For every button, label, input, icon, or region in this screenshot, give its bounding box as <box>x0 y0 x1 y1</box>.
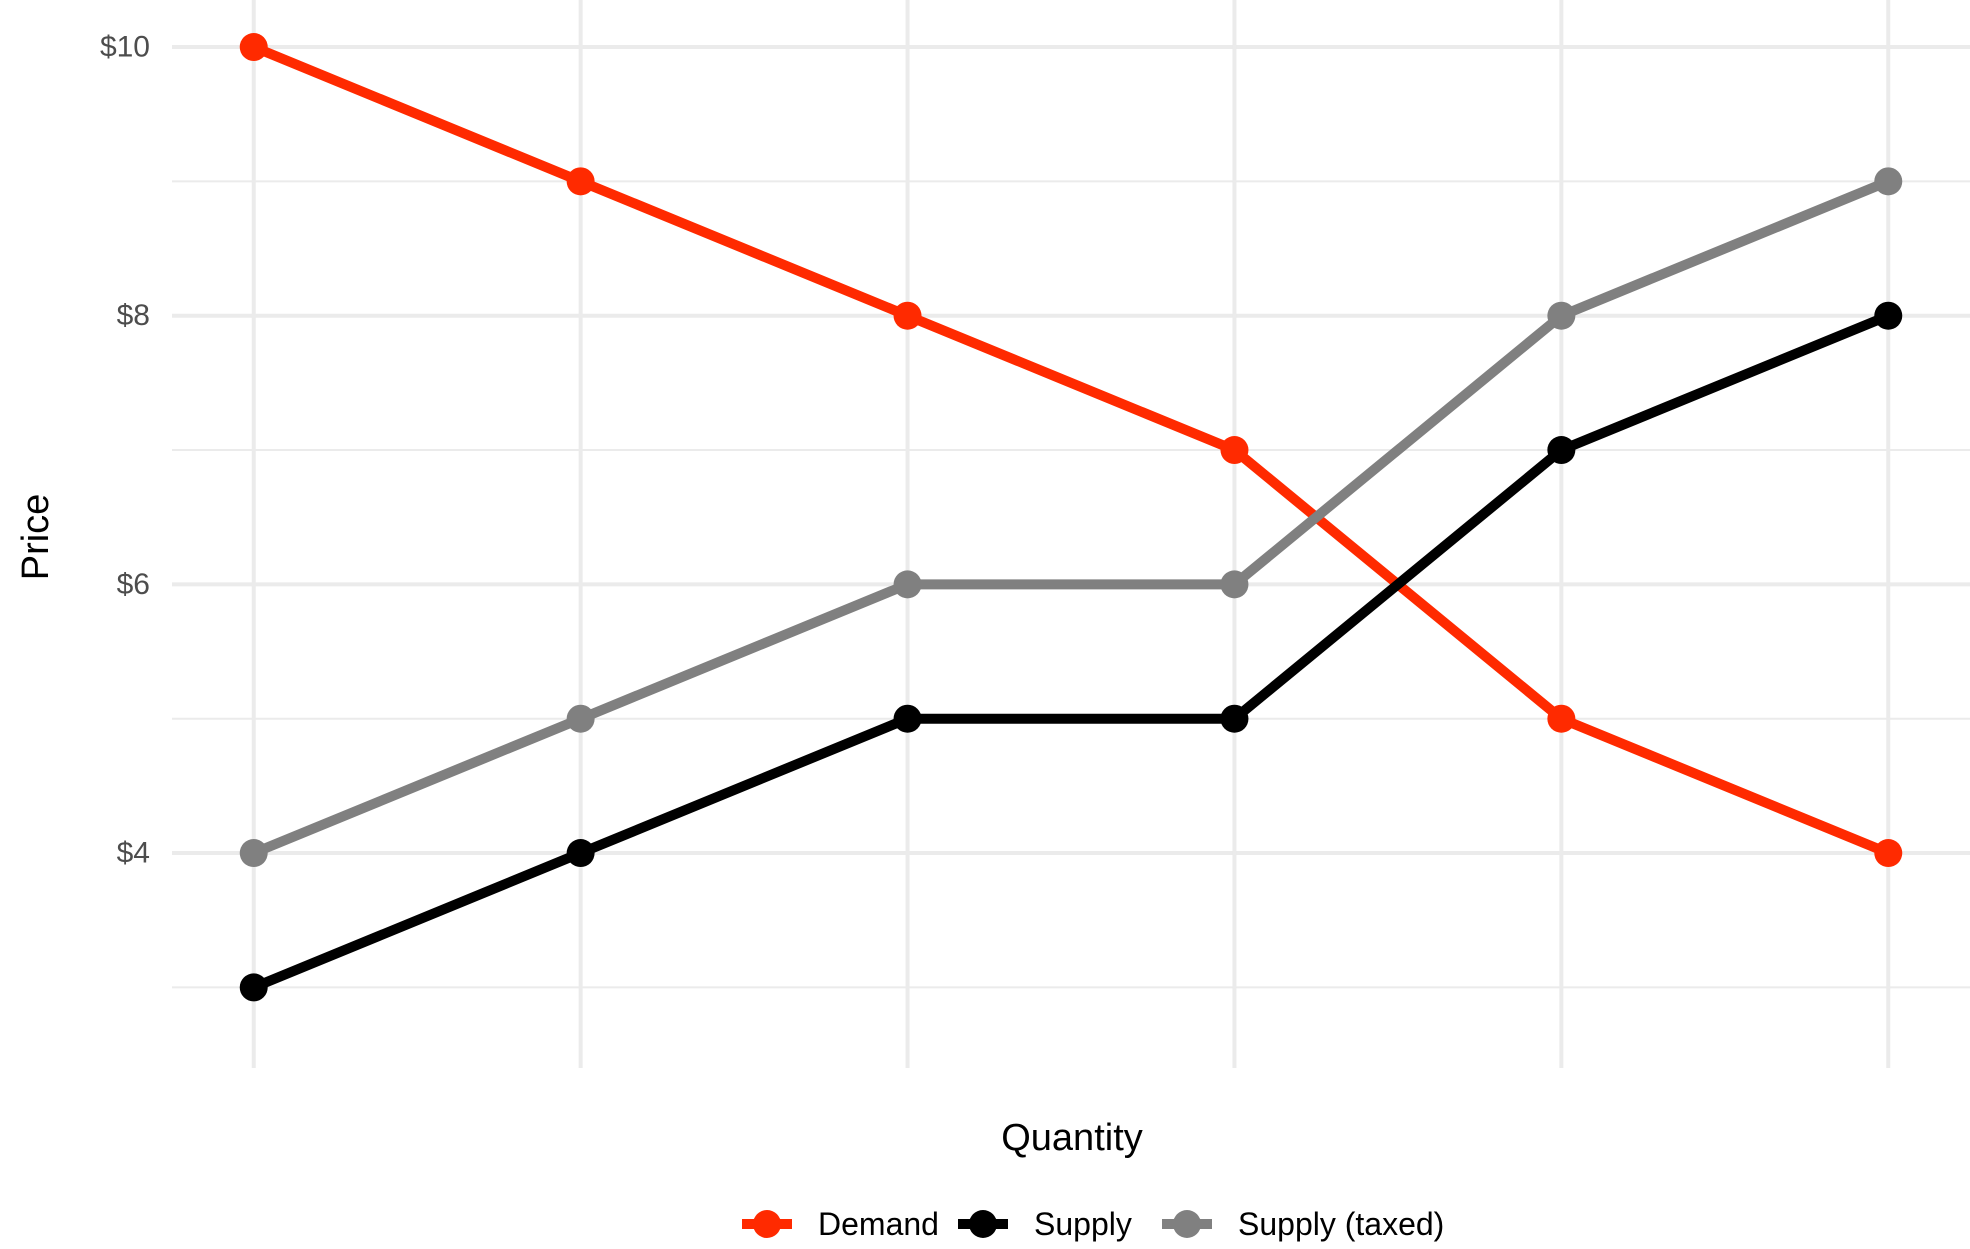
y-tick-label: $6 <box>117 568 150 601</box>
series-lines <box>239 33 1903 1002</box>
data-point-supply-taxed <box>566 704 595 733</box>
data-point-supply-taxed <box>239 839 268 868</box>
data-point-supply-taxed <box>893 570 922 599</box>
legend-item-supply-taxed: Supply (taxed) <box>1162 1206 1444 1242</box>
legend-item-supply: Supply <box>958 1206 1132 1242</box>
data-point-supply-taxed <box>1874 167 1903 196</box>
data-point-demand <box>893 301 922 330</box>
legend-label: Demand <box>818 1206 939 1242</box>
legend-item-demand: Demand <box>742 1206 939 1242</box>
legend: Demand Supply Supply (taxed) <box>742 1206 1444 1242</box>
data-point-demand <box>1874 839 1903 868</box>
y-axis-title: Price <box>15 494 57 581</box>
data-point-demand <box>1547 704 1576 733</box>
data-point-supply <box>1220 704 1249 733</box>
data-point-supply <box>566 839 595 868</box>
legend-swatch-point <box>753 1210 781 1238</box>
series-line-supply-taxed <box>248 176 1894 859</box>
legend-swatch-point <box>1173 1210 1201 1238</box>
data-point-demand <box>566 167 595 196</box>
data-point-supply <box>1874 301 1903 330</box>
series-supply-taxed <box>239 167 1903 868</box>
y-tick-label: $4 <box>117 837 150 870</box>
data-point-demand <box>1220 436 1249 465</box>
series-demand <box>239 33 1903 868</box>
y-tick-label: $8 <box>117 299 150 332</box>
data-point-supply-taxed <box>1220 570 1249 599</box>
data-point-supply-taxed <box>1547 301 1576 330</box>
legend-swatch-point <box>969 1210 997 1238</box>
legend-label: Supply <box>1034 1206 1132 1242</box>
data-point-supply <box>239 973 268 1002</box>
legend-label: Supply (taxed) <box>1238 1206 1444 1242</box>
data-point-demand <box>239 33 268 62</box>
x-axis-title: Quantity <box>1001 1117 1143 1159</box>
series-line-demand <box>248 42 1894 859</box>
series-supply <box>239 301 1903 1002</box>
y-axis-tick-labels: $4 $6 $8 $10 <box>100 31 150 870</box>
data-point-supply <box>1547 436 1576 465</box>
series-line-supply <box>248 310 1894 993</box>
y-tick-label: $10 <box>100 31 150 64</box>
data-point-supply <box>893 704 922 733</box>
